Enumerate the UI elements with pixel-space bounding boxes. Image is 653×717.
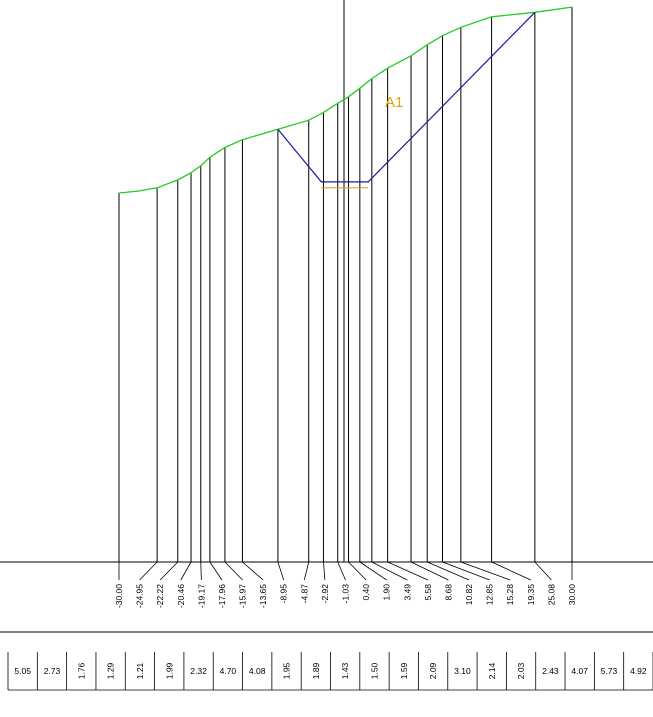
table-value: 4.92	[630, 666, 647, 676]
station-leader	[442, 561, 490, 581]
table-value: 1.21	[135, 662, 145, 679]
offset-label: 15.28	[505, 584, 515, 606]
station-leader	[427, 561, 470, 581]
station-leader	[200, 561, 202, 581]
offset-label: -13.65	[258, 584, 268, 608]
table-value: 1.95	[282, 662, 292, 679]
offset-label: 8.68	[443, 584, 453, 601]
offset-label: -19.17	[196, 584, 206, 608]
table-value: 3.10	[454, 666, 471, 676]
station-leader	[348, 561, 367, 581]
table-value: 5.73	[601, 666, 618, 676]
offset-label: -17.96	[217, 584, 227, 608]
station-leader	[491, 561, 531, 581]
offset-label: 25.08	[546, 584, 556, 606]
table-value: 1.43	[340, 662, 350, 679]
table-value: 4.08	[249, 666, 266, 676]
station-leader	[180, 561, 192, 581]
offset-label: 10.82	[464, 584, 474, 606]
ground-line	[118, 6, 573, 194]
table-value: 1.99	[164, 662, 174, 679]
table-value: 2.73	[44, 666, 61, 676]
table-value: 4.07	[571, 666, 588, 676]
offset-labels-group: -30.00 -24.95 -22.22 -20.46 -19.17 -17.96 -15.…	[114, 584, 577, 608]
table-value: 2.03	[516, 662, 526, 679]
offset-label: -15.97	[238, 584, 248, 608]
ground-profile-group	[118, 6, 573, 194]
axes-group	[0, 0, 653, 633]
station-leader	[224, 561, 243, 581]
table-value: 5.05	[14, 666, 31, 676]
station-leader	[303, 561, 310, 581]
offset-label: 5.58	[423, 584, 433, 601]
offset-label: 19.35	[526, 584, 536, 606]
design-profile-group	[277, 11, 536, 189]
station-leader	[337, 561, 346, 581]
station-leader	[410, 561, 449, 581]
station-leader	[139, 561, 158, 581]
offset-label: 30.00	[567, 584, 577, 606]
offset-label: -24.95	[135, 584, 145, 608]
values-table-group: 5.05 2.73 1.76 1.29 1.21 1.99 2.32 4.70 4.08 1.95…	[7, 652, 653, 691]
table-value: 1.89	[311, 662, 321, 679]
station-leader	[242, 561, 264, 581]
station-leader	[277, 561, 285, 581]
offset-label: -20.46	[176, 584, 186, 608]
section-label: A1	[385, 94, 403, 111]
table-value: 2.32	[190, 666, 207, 676]
station-leader	[159, 561, 179, 581]
table-value: 1.29	[106, 662, 116, 679]
table-value: 2.09	[428, 662, 438, 679]
table-value: 1.50	[369, 662, 379, 679]
offset-label: -2.92	[320, 584, 330, 604]
station-leader	[460, 561, 511, 581]
offset-label: 12.85	[485, 584, 495, 606]
offset-label: -1.03	[341, 584, 351, 604]
table-value: 1.59	[399, 662, 409, 679]
offset-label: -30.00	[114, 584, 124, 608]
station-leader	[209, 561, 223, 581]
station-leader	[359, 561, 387, 581]
table-value: 4.70	[220, 666, 237, 676]
station-leader	[323, 561, 326, 581]
station-leader	[534, 561, 552, 581]
station-leader	[371, 561, 408, 581]
table-value: 1.76	[76, 662, 86, 679]
offset-label: 3.49	[402, 584, 412, 601]
offset-label: -8.95	[279, 584, 289, 604]
offset-label: -4.87	[299, 584, 309, 604]
station-leader	[387, 561, 429, 581]
table-value: 2.43	[542, 666, 559, 676]
station-verticals-group	[118, 7, 573, 581]
offset-label: 0.40	[361, 584, 371, 601]
table-value: 2.14	[487, 662, 497, 679]
offset-label: -22.22	[155, 584, 165, 608]
offset-label: 1.90	[382, 584, 392, 601]
design-line	[277, 11, 536, 183]
